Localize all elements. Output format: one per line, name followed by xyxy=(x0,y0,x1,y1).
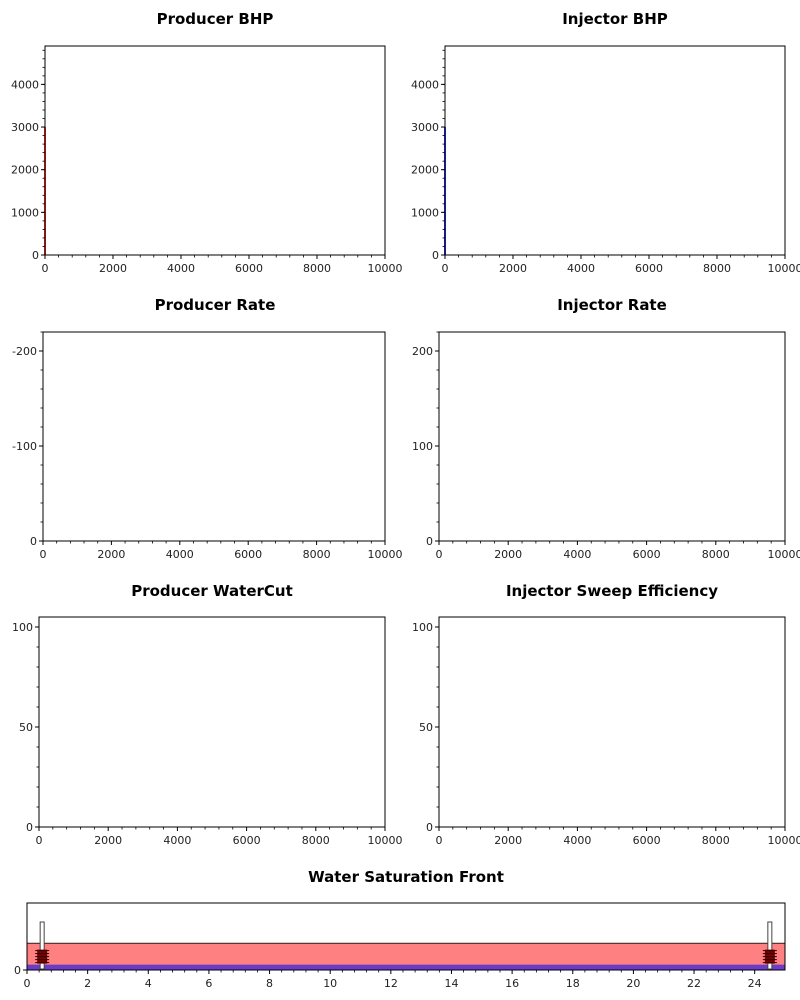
x-tick-label: 0 xyxy=(42,262,49,275)
y-tick-label: 50 xyxy=(19,721,33,734)
x-tick-label: 0 xyxy=(36,834,43,847)
chart-title: Producer Rate xyxy=(155,296,276,314)
chart-5: Injector Sweep Efficiency 0 2000 4000 6000 80… xyxy=(412,582,800,847)
x-tick-label: 2000 xyxy=(94,834,122,847)
x-tick-label: 20 xyxy=(626,977,640,990)
x-tick-label: 10000 xyxy=(368,262,403,275)
plot-frame xyxy=(438,331,786,542)
x-tick-label: 2000 xyxy=(494,548,522,561)
x-tick-label: 8000 xyxy=(303,262,331,275)
y-tick-label: 0 xyxy=(14,964,21,977)
y-tick-label: 200 xyxy=(412,345,433,358)
y-tick-label: 2000 xyxy=(411,164,439,177)
y-tick-label: 0 xyxy=(432,249,439,262)
chart-1: Injector BHP 0 2000 4000 6000 8000 10000 0 1000 2… xyxy=(411,10,800,275)
x-tick-label: 10000 xyxy=(768,834,800,847)
plot-frame xyxy=(42,331,386,542)
chart-title: Producer BHP xyxy=(157,10,274,28)
y-tick-label: 3000 xyxy=(411,121,439,134)
x-tick-label: 8000 xyxy=(702,548,730,561)
y-tick-label: 0 xyxy=(426,535,433,548)
x-tick-label: 2000 xyxy=(99,262,127,275)
x-tick-label: 22 xyxy=(687,977,701,990)
x-tick-label: 24 xyxy=(748,977,762,990)
y-tick-label: 1000 xyxy=(11,206,39,219)
chart-title: Injector Sweep Efficiency xyxy=(506,582,718,600)
plot-frame xyxy=(438,616,786,828)
y-tick-label: 3000 xyxy=(11,121,39,134)
x-tick-label: 0 xyxy=(436,548,443,561)
x-tick-label: 4 xyxy=(145,977,152,990)
well-producer-casing xyxy=(39,921,45,970)
x-tick-label: 10000 xyxy=(368,548,403,561)
x-tick-label: 0 xyxy=(442,262,449,275)
x-tick-label: 16 xyxy=(505,977,519,990)
x-tick-label: 8000 xyxy=(702,834,730,847)
y-tick-label: 100 xyxy=(412,440,433,453)
well-injector-casing xyxy=(767,921,773,970)
y-tick-label: 0 xyxy=(426,821,433,834)
x-tick-label: 0 xyxy=(24,977,31,990)
y-tick-label: 0 xyxy=(30,535,37,548)
chart-title: Producer WaterCut xyxy=(131,582,293,600)
x-tick-label: 6000 xyxy=(234,548,262,561)
x-tick-label: 8 xyxy=(266,977,273,990)
x-tick-label: 0 xyxy=(436,834,443,847)
y-tick-label: 4000 xyxy=(11,78,39,91)
x-tick-label: 4000 xyxy=(567,262,595,275)
water-saturation-band xyxy=(27,964,785,970)
plot-frame xyxy=(38,616,386,828)
x-tick-label: 6000 xyxy=(235,262,263,275)
plot-frame xyxy=(26,902,786,971)
x-tick-label: 4000 xyxy=(166,548,194,561)
chart-0: Producer BHP 0 2000 4000 6000 8000 10000 0 1000 2… xyxy=(11,10,403,275)
x-tick-label: 2 xyxy=(84,977,91,990)
x-tick-label: 6000 xyxy=(633,548,661,561)
x-tick-label: 2000 xyxy=(97,548,125,561)
plot-frame xyxy=(44,45,386,256)
chart-title: Injector BHP xyxy=(562,10,668,28)
x-tick-label: 2000 xyxy=(499,262,527,275)
x-tick-label: 6000 xyxy=(635,262,663,275)
x-tick-label: 6 xyxy=(205,977,212,990)
y-tick-label: 0 xyxy=(32,249,39,262)
x-tick-label: 4000 xyxy=(563,834,591,847)
y-tick-label: 0 xyxy=(26,821,33,834)
y-tick-label: -100 xyxy=(12,440,37,453)
y-tick-label: 1000 xyxy=(411,206,439,219)
x-tick-label: 14 xyxy=(444,977,458,990)
x-tick-label: 0 xyxy=(40,548,47,561)
y-tick-label: 2000 xyxy=(11,164,39,177)
chart-2: Producer Rate 0 2000 4000 6000 8000 10000 0 -100… xyxy=(12,296,402,561)
chart-4: Producer WaterCut 0 2000 4000 6000 8000 10000 0… xyxy=(12,582,403,847)
x-tick-label: 4000 xyxy=(167,262,195,275)
chart-title: Water Saturation Front xyxy=(308,868,504,886)
x-tick-label: 2000 xyxy=(494,834,522,847)
x-tick-label: 12 xyxy=(384,977,398,990)
x-tick-label: 10000 xyxy=(768,548,800,561)
x-tick-label: 10000 xyxy=(368,834,403,847)
x-tick-label: 4000 xyxy=(563,548,591,561)
chart-3: Injector Rate 0 2000 4000 6000 8000 10000 0 100 2… xyxy=(412,296,800,561)
chart-title: Injector Rate xyxy=(557,296,667,314)
y-tick-label: -200 xyxy=(12,345,37,358)
x-tick-label: 8000 xyxy=(303,548,331,561)
x-tick-label: 10000 xyxy=(768,262,800,275)
x-tick-label: 6000 xyxy=(233,834,261,847)
x-tick-label: 18 xyxy=(566,977,580,990)
y-tick-label: 50 xyxy=(419,721,433,734)
x-tick-label: 8000 xyxy=(302,834,330,847)
plot-frame xyxy=(444,45,786,256)
y-tick-label: 4000 xyxy=(411,78,439,91)
x-tick-label: 6000 xyxy=(633,834,661,847)
y-tick-label: 100 xyxy=(412,621,433,634)
x-tick-label: 10 xyxy=(323,977,337,990)
x-tick-label: 8000 xyxy=(703,262,731,275)
y-tick-label: 100 xyxy=(12,621,33,634)
x-tick-label: 4000 xyxy=(163,834,191,847)
